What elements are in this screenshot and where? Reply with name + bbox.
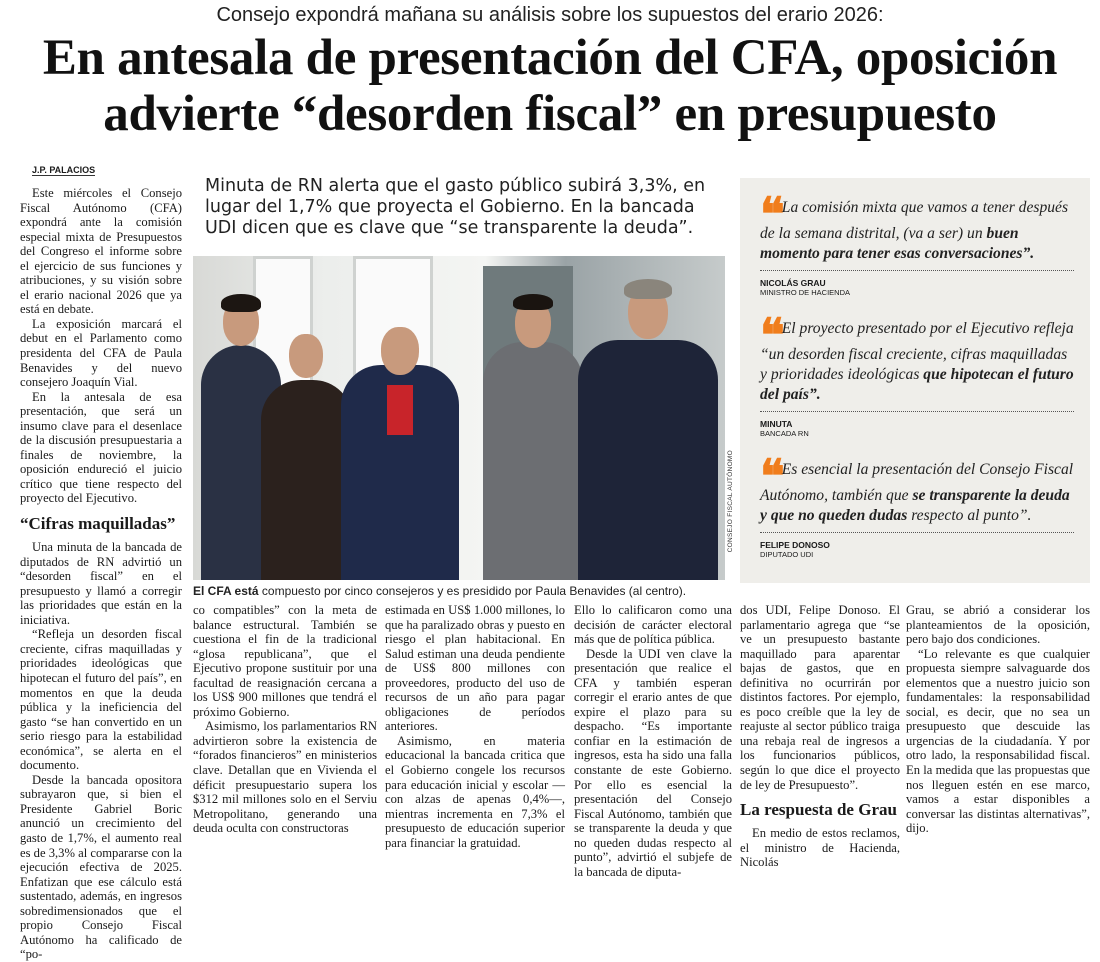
column-6: Grau, se abrió a considerar los planteam… xyxy=(906,603,1090,836)
paragraph: Este miércoles el Consejo Fiscal Autónom… xyxy=(20,186,182,317)
paragraph: Ello lo calificaron como una decisión de… xyxy=(574,603,732,647)
quote-text: respecto al punto”. xyxy=(907,507,1032,524)
column-1: Este miércoles el Consejo Fiscal Autónom… xyxy=(20,186,182,962)
headline: En antesala de presentación del CFA, opo… xyxy=(0,30,1100,142)
person-4 xyxy=(483,290,583,580)
group-photo xyxy=(193,256,725,580)
quote-author: FELIPE DONOSO xyxy=(760,540,830,550)
quote-emphasis: que hipotecan el futuro del país”. xyxy=(760,366,1074,403)
divider xyxy=(760,532,1074,533)
paragraph: dos UDI, Felipe Donoso. El parlamentario… xyxy=(740,603,900,792)
quote-emphasis: buen momento para tener esas conversacio… xyxy=(760,225,1035,262)
headline-line-2: advierte “desorden fiscal” en presupuest… xyxy=(103,86,997,142)
headline-line-1: En antesala de presentación del CFA, opo… xyxy=(42,30,1058,86)
quote-emphasis: se transparente la deuda y que no queden… xyxy=(760,487,1070,524)
subhead: “Cifras maquilladas” xyxy=(20,514,176,534)
person-3 xyxy=(341,315,459,580)
column-4: Ello lo calificaron como una decisión de… xyxy=(574,603,732,879)
divider xyxy=(760,411,1074,412)
pull-quote: ❝ La comisión mixta que vamos a tener des… xyxy=(760,191,1074,264)
pull-quote: ❝ El proyecto presentado por el Ejecutivo… xyxy=(760,312,1074,405)
paragraph: Grau, se abrió a considerar los planteam… xyxy=(906,603,1090,647)
column-2: co compatibles” con la meta de balance e… xyxy=(193,603,377,836)
subhead: La respuesta de Grau xyxy=(740,800,897,820)
quote-text: La comisión mixta que vamos a tener desp… xyxy=(760,199,1069,242)
byline: J.P. PALACIOS xyxy=(32,165,96,176)
kicker: Consejo expondrá mañana su análisis sobr… xyxy=(216,4,884,26)
paragraph: Asimismo, los parlamentarios RN advirtie… xyxy=(193,719,377,836)
person-2 xyxy=(261,320,353,580)
photo-credit: CONSEJO FISCAL AUTÓNOMO xyxy=(727,450,734,553)
paragraph: Desde la UDI ven clave la presentación q… xyxy=(574,646,732,879)
caption-lead: El CFA está xyxy=(193,584,259,598)
paragraph: co compatibles” con la meta de balance e… xyxy=(193,603,377,719)
person-5 xyxy=(578,275,718,580)
column-3: estimada en US$ 1.000 millones, lo que h… xyxy=(385,603,565,850)
quote-text: El proyecto presentado por el Ejecutivo … xyxy=(760,320,1074,383)
paragraph: Una minuta de la bancada de diputados de… xyxy=(20,540,182,627)
quote-author: MINUTA xyxy=(760,419,793,429)
paragraph: “Refleja un desorden fiscal creciente, c… xyxy=(20,627,182,773)
paragraph: En medio de estos reclamos, el ministro … xyxy=(740,826,900,870)
paragraph: Asimismo, en materia educacional la banc… xyxy=(385,733,565,850)
paragraph: La exposición marcará el debut en el Par… xyxy=(20,316,182,390)
paragraph: Desde la bancada opositora subrayaron qu… xyxy=(20,772,182,962)
quote-author: NICOLÁS GRAU xyxy=(760,278,826,288)
photo-caption: El CFA está compuesto por cinco consejer… xyxy=(193,584,686,598)
divider xyxy=(760,270,1074,271)
caption-text: compuesto por cinco consejeros y es pres… xyxy=(258,584,687,598)
quote-text: Es esencial la presentación del Consejo … xyxy=(760,461,1074,504)
quote-author-role: DIPUTADO UDI xyxy=(760,550,814,559)
pull-quote: ❝ Es esencial la presentación del Consejo… xyxy=(760,453,1074,526)
paragraph: En la antesala de esa presentación, que … xyxy=(20,389,182,506)
quote-author-role: MINISTRO DE HACIENDA xyxy=(760,288,851,297)
standfirst: Minuta de RN alerta que el gasto público… xyxy=(205,176,706,238)
column-5: dos UDI, Felipe Donoso. El parlamentario… xyxy=(740,603,900,870)
quotes-sidebar: ❝ La comisión mixta que vamos a tener des… xyxy=(740,178,1090,583)
paragraph: “Lo relevante es que cualquier propuesta… xyxy=(906,646,1090,836)
quote-author-role: BANCADA RN xyxy=(760,429,809,438)
paragraph: estimada en US$ 1.000 millones, lo que h… xyxy=(385,603,565,734)
